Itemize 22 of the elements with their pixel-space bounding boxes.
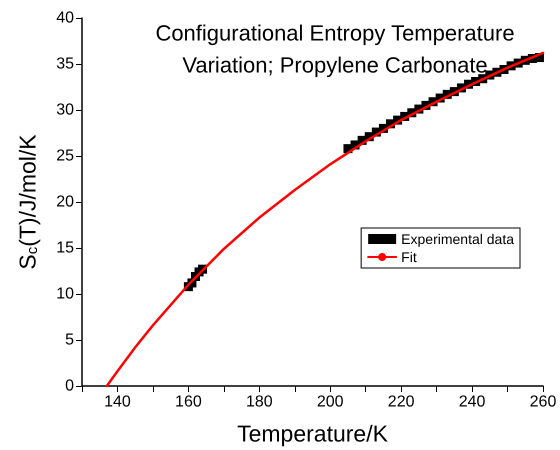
y-tick-label: 40	[56, 10, 74, 26]
y-axis-title: Sc(T)/J/mol/K	[14, 134, 41, 270]
line-series	[106, 52, 544, 388]
x-tick-label: 200	[316, 394, 344, 410]
y-tick-label: 15	[56, 240, 74, 256]
x-tick-label: 260	[530, 394, 556, 410]
legend-label: Fit	[401, 249, 417, 265]
x-tick-label: 240	[458, 394, 486, 410]
y-tick-label: 20	[56, 194, 74, 210]
y-tick-label: 30	[56, 102, 74, 118]
y-tick-label: 10	[56, 286, 74, 302]
legend-label: Experimental data	[401, 231, 514, 247]
x-tick-label: 140	[104, 394, 131, 410]
text: Configurational Entropy Temperature Variation; Propylene Carbonate	[155, 20, 515, 78]
y-tick-label: 35	[56, 56, 74, 72]
x-axis-title: Temperature/K	[237, 420, 389, 446]
y-tick-label: 0	[65, 378, 74, 394]
x-tick-label: 160	[175, 394, 202, 410]
x-tick-label: 220	[388, 394, 415, 410]
x-tick-label: 180	[246, 394, 273, 410]
y-tick-label: 5	[65, 332, 74, 348]
y-tick-label: 25	[56, 148, 74, 164]
